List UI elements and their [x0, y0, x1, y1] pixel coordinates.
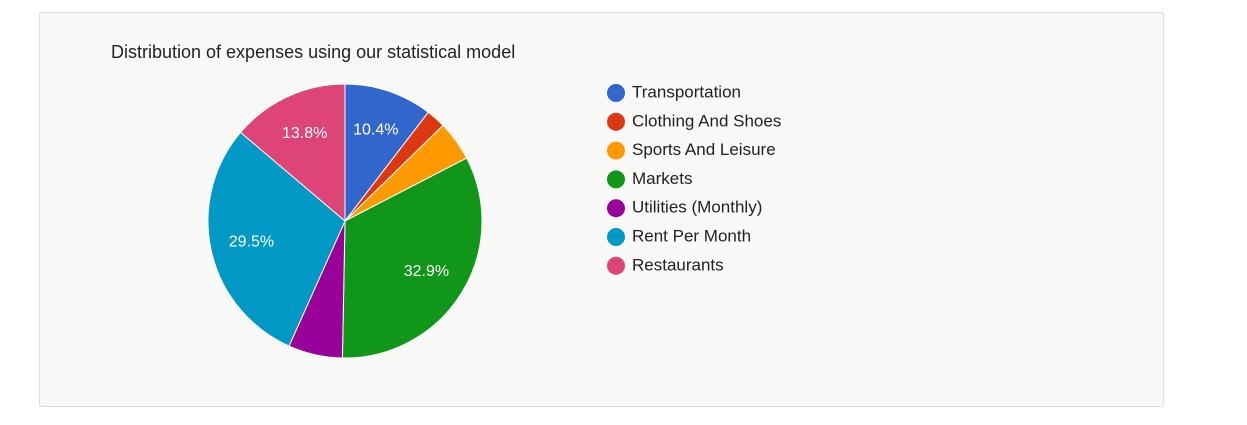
pie-slice — [344, 83, 429, 223]
legend-swatch — [607, 141, 625, 160]
legend-label: Transportation — [632, 82, 741, 101]
legend-swatch — [607, 84, 625, 102]
slice-label: 29.5% — [229, 233, 274, 250]
pie-slice — [207, 131, 346, 347]
legend-swatch — [607, 256, 625, 275]
legend-label: Restaurants — [632, 255, 724, 274]
legend-swatch — [607, 112, 625, 131]
legend-label: Rent Per Month — [632, 226, 751, 245]
legend-swatch — [607, 228, 625, 246]
legend-label: Sports And Leisure — [632, 140, 776, 159]
chart-title: Distribution of expenses using our stati… — [111, 42, 515, 62]
pie-slice — [341, 157, 483, 359]
legend-label: Clothing And Shoes — [632, 111, 781, 130]
legend-label: Utilities (Monthly) — [632, 198, 762, 217]
pie-slice — [239, 83, 346, 223]
legend-swatch — [607, 199, 625, 218]
slice-label: 10.4% — [353, 121, 398, 138]
slice-label: 13.8% — [282, 125, 327, 142]
legend-swatch — [607, 170, 625, 189]
slice-label: 32.9% — [404, 263, 449, 280]
legend-label: Markets — [632, 169, 692, 188]
